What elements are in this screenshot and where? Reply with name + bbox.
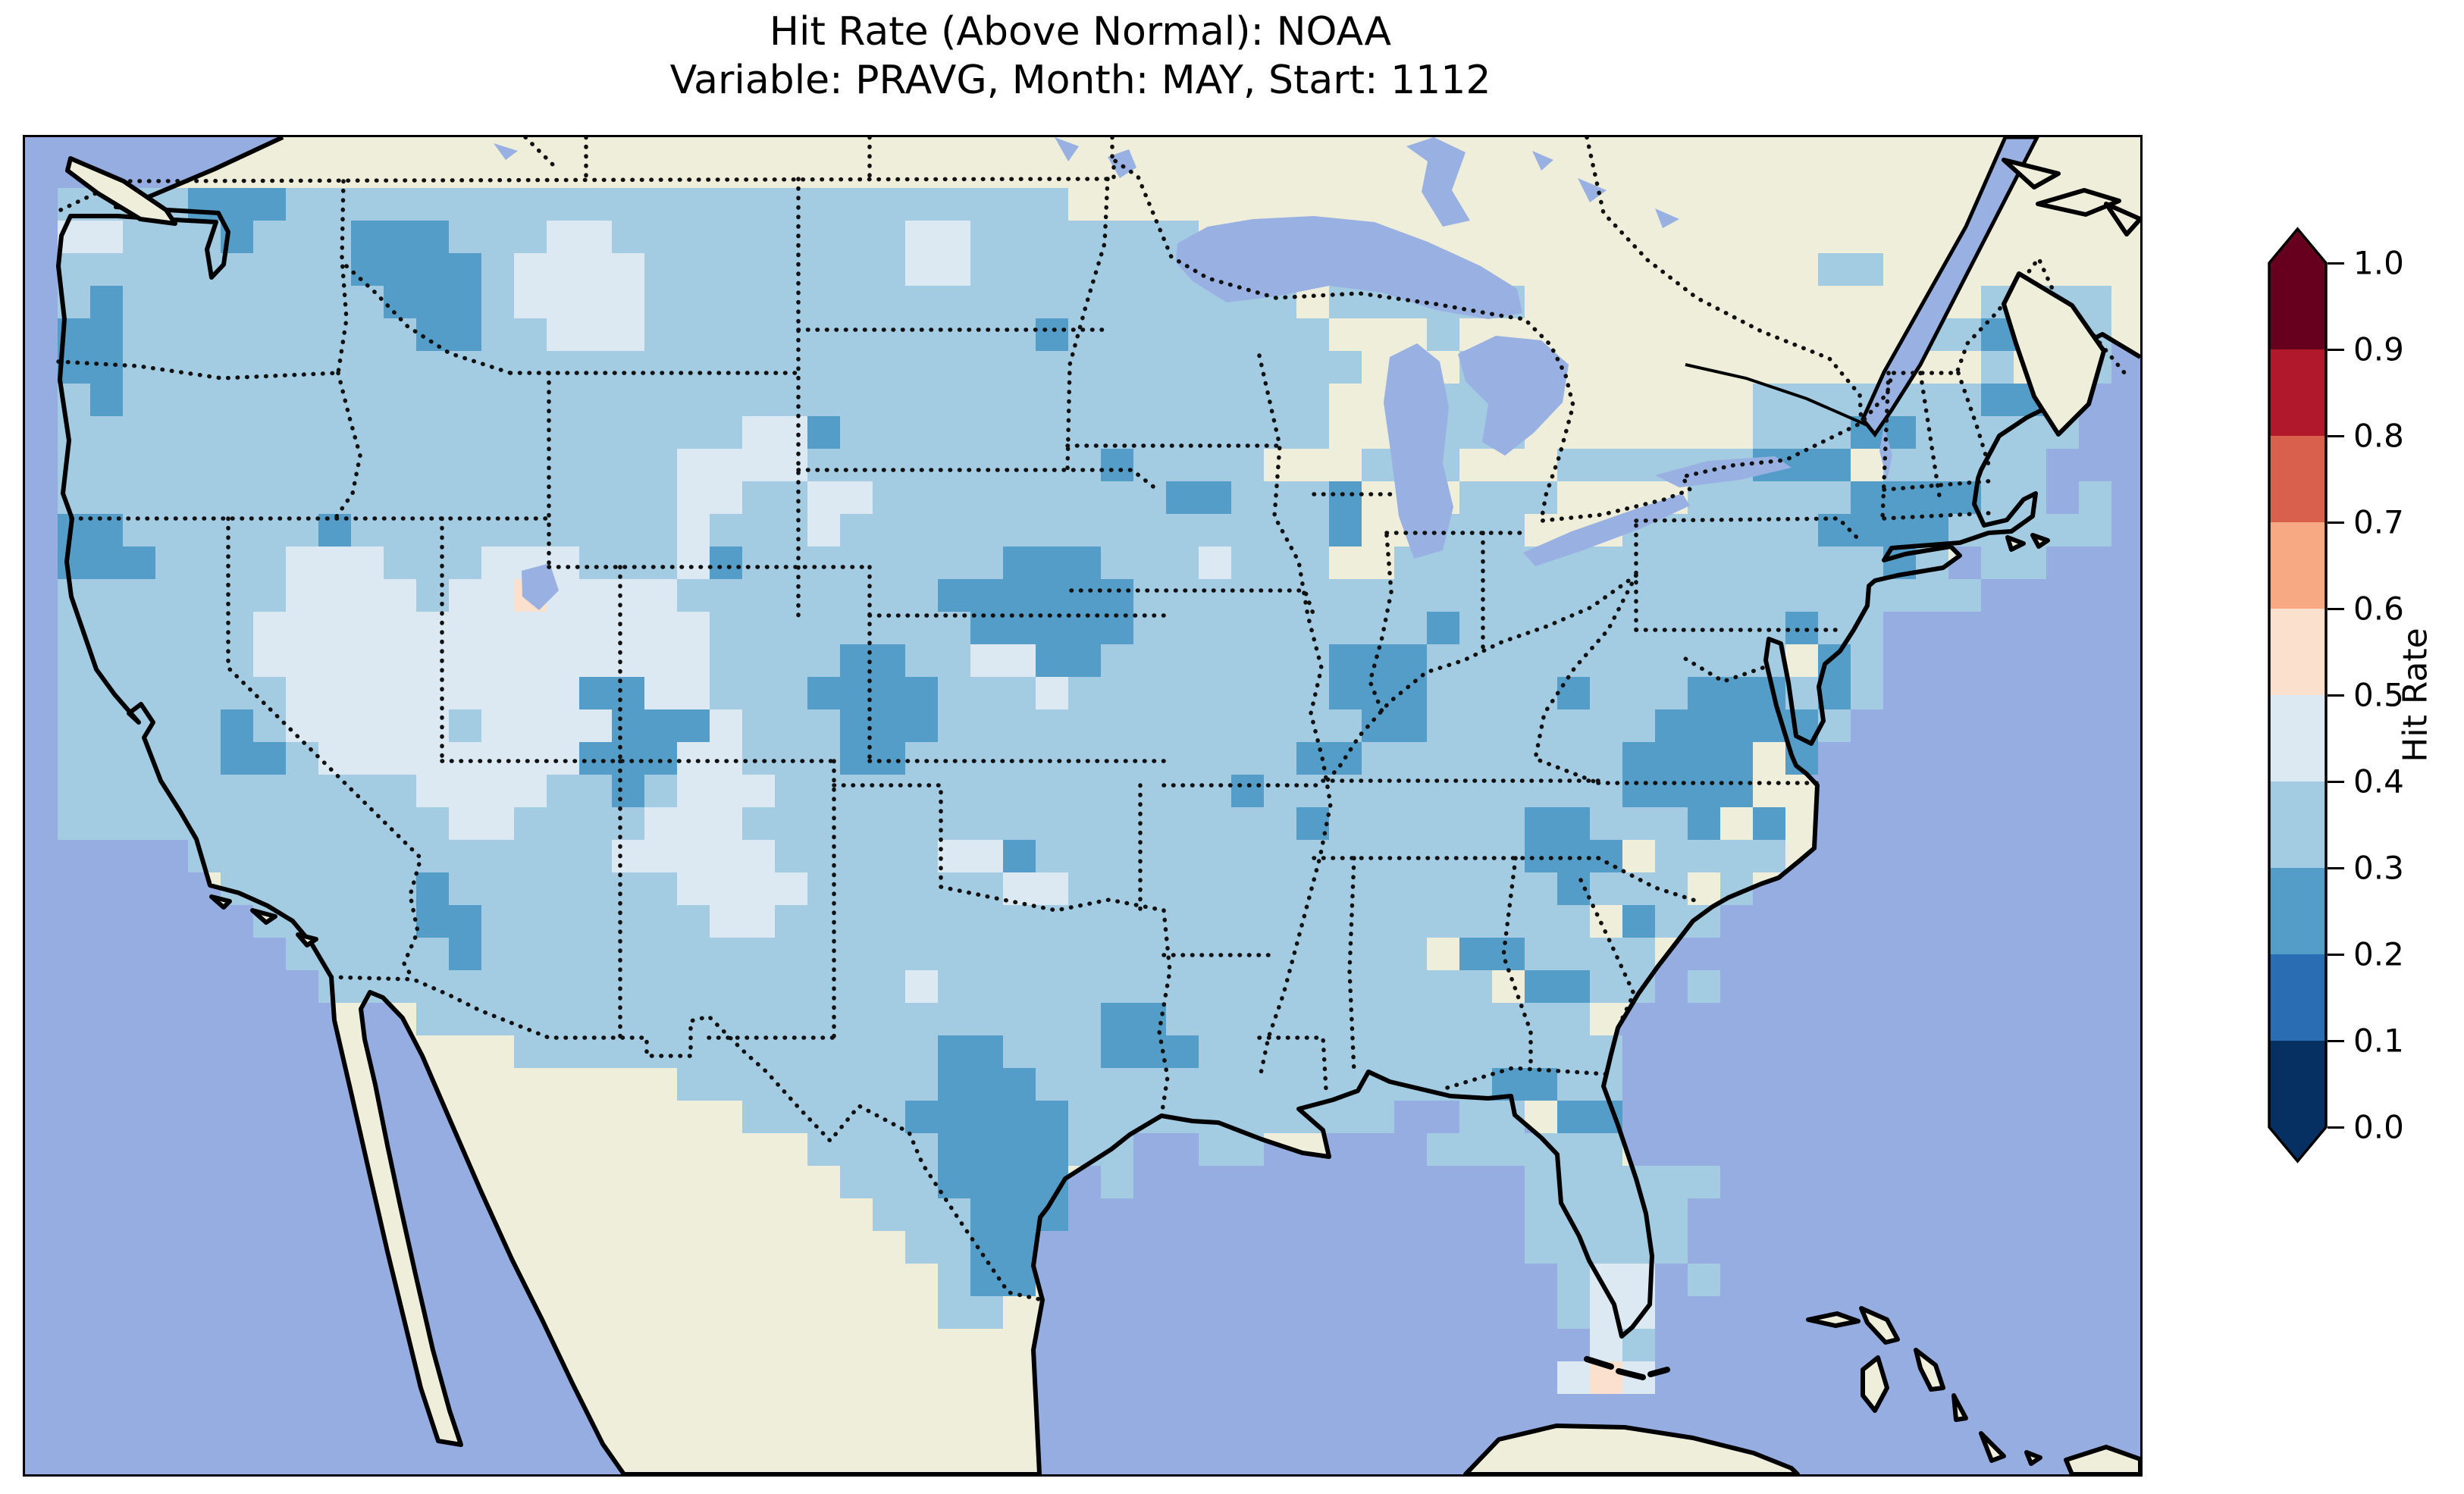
florida-keys (1584, 1356, 1670, 1380)
ottawa-river (1685, 363, 1868, 427)
colorbar (2268, 227, 2328, 1164)
map-panel (23, 135, 2143, 1477)
colorbar-tick-label: 0.3 (2353, 849, 2404, 887)
colorbar-tick-label: 0.7 (2353, 503, 2404, 541)
colorbar-tick-mark (2328, 694, 2344, 697)
colorbar-axis-label: Hit Rate (2396, 628, 2435, 763)
colorbar-tick-label: 0.1 (2353, 1022, 2404, 1060)
colorbar-tick-mark (2328, 1039, 2344, 1042)
colorbar-tick-label: 0.6 (2353, 590, 2404, 628)
colorbar-tick-mark (2328, 866, 2344, 869)
colorbar-tick-label: 0.0 (2353, 1108, 2404, 1146)
colorbar-tick-label: 0.2 (2353, 935, 2404, 973)
colorbar-tick-label: 0.9 (2353, 330, 2404, 368)
us-hit-rate-map (25, 137, 2140, 1474)
colorbar-tick-mark (2328, 1126, 2344, 1129)
colorbar-tick-mark (2328, 780, 2344, 783)
chart-title-line2: Variable: PRAVG, Month: MAY, Start: 1112 (669, 58, 1491, 103)
colorbar-tick-mark (2328, 521, 2344, 524)
lakes (494, 137, 2039, 610)
colorbar-tick-mark (2328, 434, 2344, 437)
colorbar-tick-mark (2328, 262, 2344, 265)
colorbar-tick-label: 0.8 (2353, 417, 2404, 455)
colorbar-tick-label: 0.5 (2353, 676, 2404, 714)
st-lawrence-river (1861, 137, 2039, 438)
colorbar-tick-label: 0.4 (2353, 763, 2404, 800)
islands (65, 156, 2140, 1474)
political-borders (56, 137, 2127, 1302)
hit-rate-cells (58, 188, 2111, 1394)
chart-title-line1: Hit Rate (Above Normal): NOAA (769, 9, 1392, 55)
coastline (56, 137, 2140, 1474)
colorbar-tick-mark (2328, 607, 2344, 610)
colorbar-tick-mark (2328, 348, 2344, 351)
chart-title: Hit Rate (Above Normal): NOAA Variable: … (670, 8, 1491, 105)
colorbar-tick-mark (2328, 953, 2344, 956)
colorbar-tick-label: 1.0 (2353, 244, 2404, 282)
